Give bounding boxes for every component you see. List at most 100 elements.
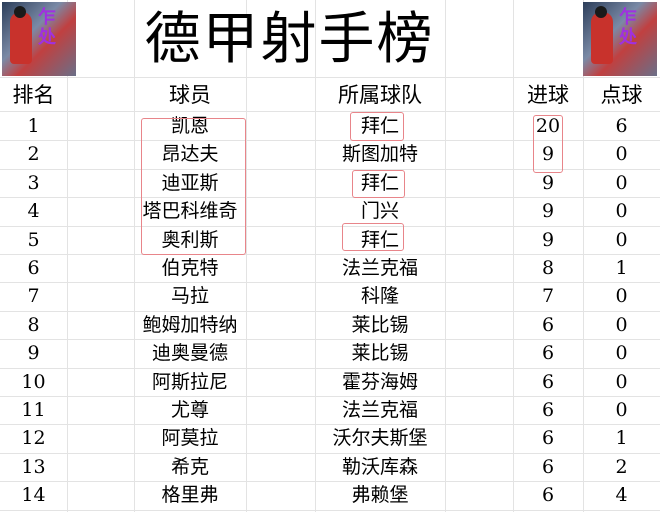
highlight-box-goals	[533, 115, 563, 173]
cell-rank: 10	[21, 371, 46, 393]
cell-rank: 13	[21, 456, 46, 478]
cell-rank: 7	[27, 285, 40, 307]
cell-goals: 6	[541, 456, 555, 478]
cell-team: 弗赖堡	[351, 484, 409, 506]
grid-vline	[134, 0, 135, 512]
grid-hline	[0, 226, 660, 227]
cell-team: 拜仁	[360, 172, 399, 194]
cell-team: 拜仁	[360, 229, 399, 251]
cell-player: 阿莫拉	[161, 427, 219, 449]
cell-penalties: 0	[615, 229, 628, 251]
cell-goals: 9	[541, 200, 555, 222]
cell-player: 阿斯拉尼	[151, 371, 228, 393]
grid-vline	[67, 0, 68, 512]
cell-penalties: 0	[615, 314, 628, 336]
cell-player: 昂达夫	[161, 143, 219, 165]
cell-player: 马拉	[170, 285, 209, 307]
cell-goals: 6	[541, 484, 555, 506]
cell-team: 法兰克福	[341, 257, 418, 279]
grid-hline	[0, 111, 660, 112]
cell-player: 鲍姆加特纳	[142, 314, 238, 336]
cell-team: 莱比锡	[351, 342, 409, 364]
cell-player: 迪亚斯	[161, 172, 219, 194]
grid-hline	[0, 339, 660, 340]
highlight-box-team-3	[352, 170, 405, 198]
cell-rank: 3	[27, 172, 40, 194]
cell-goals: 6	[541, 371, 555, 393]
highlight-box-team-5	[342, 223, 404, 251]
cell-team: 勒沃库森	[341, 456, 418, 478]
cell-goals: 9	[541, 172, 555, 194]
grid-hline	[0, 311, 660, 312]
grid-vline	[445, 0, 446, 512]
cell-player: 尤尊	[170, 399, 209, 421]
cell-team: 霍芬海姆	[341, 371, 418, 393]
header-penalties: 点球	[600, 83, 643, 107]
grid-hline	[0, 481, 660, 482]
header-goals: 进球	[527, 83, 569, 107]
cell-rank: 1	[27, 115, 40, 137]
cell-goals: 8	[541, 257, 555, 279]
cell-rank: 9	[27, 342, 40, 364]
header-team: 所属球队	[338, 83, 422, 107]
cell-goals: 6	[541, 399, 555, 421]
header-rank: 排名	[12, 83, 55, 107]
grid-hline	[0, 453, 660, 454]
cell-rank: 2	[27, 143, 40, 165]
grid-vline	[315, 0, 316, 512]
cell-player: 奥利斯	[161, 229, 219, 251]
grid-hline	[0, 368, 660, 369]
cell-goals: 7	[541, 285, 555, 307]
cell-player: 伯克特	[161, 257, 219, 279]
cell-goals: 9	[541, 143, 555, 165]
cell-team: 拜仁	[360, 115, 399, 137]
cell-penalties: 4	[615, 484, 628, 506]
cell-player: 塔巴科维奇	[142, 200, 238, 222]
cell-team: 斯图加特	[341, 143, 418, 165]
grid-vline	[513, 0, 514, 512]
cell-penalties: 0	[615, 172, 628, 194]
cell-penalties: 0	[615, 285, 628, 307]
grid-hline	[0, 197, 660, 198]
cell-player: 希克	[170, 456, 209, 478]
cell-penalties: 6	[615, 115, 628, 137]
header-player: 球员	[169, 83, 211, 107]
highlight-box-players	[141, 118, 246, 255]
cell-penalties: 2	[615, 456, 628, 478]
cell-player: 迪奥曼德	[151, 342, 228, 364]
cell-rank: 5	[27, 229, 40, 251]
cell-rank: 6	[27, 257, 40, 279]
grid-hline	[0, 282, 660, 283]
logo-image-right: 乍处	[583, 2, 657, 76]
grid-hline	[0, 424, 660, 425]
cell-player: 格里弗	[161, 484, 219, 506]
grid-hline	[0, 254, 660, 255]
cell-rank: 4	[27, 200, 40, 222]
page-title: 德甲射手榜	[144, 7, 435, 72]
cell-team: 法兰克福	[341, 399, 418, 421]
cell-rank: 14	[21, 484, 46, 506]
cell-penalties: 0	[615, 143, 628, 165]
logo-image-left: 乍处	[2, 2, 76, 76]
grid-hline	[0, 510, 660, 511]
highlight-box-team-1	[350, 112, 404, 141]
cell-goals: 20	[535, 115, 561, 137]
cell-rank: 8	[27, 314, 40, 336]
grid-hline	[0, 77, 660, 78]
cell-player: 凯恩	[170, 115, 209, 137]
cell-goals: 6	[541, 427, 555, 449]
grid-vline	[246, 0, 247, 512]
cell-team: 沃尔夫斯堡	[332, 427, 428, 449]
cell-rank: 11	[21, 399, 46, 421]
grid-hline	[0, 169, 660, 170]
cell-goals: 6	[541, 342, 555, 364]
cell-penalties: 0	[615, 342, 628, 364]
cell-penalties: 1	[615, 427, 628, 449]
cell-team: 科隆	[360, 285, 399, 307]
grid-vline	[583, 0, 584, 512]
cell-penalties: 0	[615, 399, 628, 421]
cell-penalties: 1	[615, 257, 628, 279]
cell-rank: 12	[21, 427, 46, 449]
cell-team: 莱比锡	[351, 314, 409, 336]
